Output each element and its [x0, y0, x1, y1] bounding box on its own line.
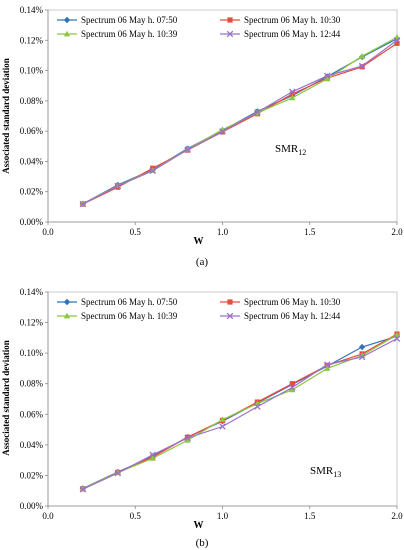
y-tick-label: 0.08%: [20, 96, 44, 106]
data-point: [149, 455, 156, 461]
plot-frame: [47, 9, 398, 223]
x-tick-label: 0.0: [42, 511, 54, 521]
y-tick-label: 0.00%: [20, 217, 44, 227]
data-point: [289, 386, 296, 393]
x-tick-label: 1.0: [217, 227, 229, 237]
x-tick-label: 1.5: [304, 227, 316, 237]
data-point: [289, 384, 296, 391]
data-point: [324, 75, 331, 82]
legend-marker: [227, 299, 233, 305]
data-point: [394, 40, 400, 46]
y-tick-label: 0.04%: [20, 156, 44, 166]
x-tick-label: 1.0: [217, 511, 229, 521]
y-tick-label: 0.12%: [20, 318, 44, 328]
data-point: [254, 403, 261, 410]
y-tick-label: 0.06%: [20, 126, 44, 136]
data-point: [289, 88, 296, 96]
legend-entry: Spectrum 06 May h. 12:44: [244, 311, 341, 321]
x-axis-label: W: [194, 520, 204, 531]
y-axis-label: Associated standard deviation: [1, 58, 11, 174]
data-point: [289, 91, 295, 97]
panel-label: (a): [196, 256, 209, 268]
legend-marker: [63, 16, 71, 24]
data-point: [149, 451, 156, 459]
data-point: [324, 365, 331, 371]
data-point: [254, 108, 261, 116]
y-tick-label: 0.10%: [20, 66, 44, 76]
legend-marker: [63, 312, 71, 319]
legend-marker: [226, 312, 234, 320]
legend-marker: [63, 30, 71, 37]
x-tick-label: 0.0: [42, 227, 54, 237]
series-line: [82, 338, 398, 490]
data-point: [149, 167, 156, 175]
data-point: [289, 381, 295, 387]
y-tick-label: 0.10%: [20, 348, 44, 358]
legend-entry: Spectrum 06 May h. 10:39: [81, 311, 178, 321]
legend-marker: [63, 298, 71, 306]
plot-frame: [47, 291, 398, 507]
y-tick-label: 0.12%: [20, 35, 44, 45]
data-point: [289, 94, 296, 101]
y-tick-label: 0.02%: [20, 470, 44, 480]
panel-label: (b): [196, 537, 209, 549]
y-tick-label: 0.06%: [20, 409, 44, 419]
data-point: [184, 434, 191, 442]
data-point: [358, 353, 366, 361]
legend-entry: Spectrum 06 May h. 10:30: [244, 297, 341, 307]
data-point: [219, 416, 226, 423]
legend: Spectrum 06 May h. 07:50 Spectrum 06 May …: [57, 297, 341, 321]
x-tick-label: 2.0: [391, 511, 403, 521]
chart-panel: 0.00% 0.02% 0.04% 0.06% 0.08% 0.10% 0.12% 0.14%…: [1, 287, 403, 549]
chart-panel: 0.00% 0.02% 0.04% 0.06% 0.08% 0.10% 0.12% 0.14%…: [1, 5, 403, 268]
series-line: [82, 334, 398, 490]
data-point: [358, 343, 366, 351]
y-tick-label: 0.00%: [20, 501, 44, 511]
data-point: [323, 361, 331, 368]
legend-entry: Spectrum 06 May h. 10:39: [81, 29, 178, 39]
data-point: [114, 469, 122, 477]
data-point: [323, 72, 331, 80]
legend-entry: Spectrum 06 May h. 07:50: [81, 297, 178, 307]
y-tick-label: 0.08%: [20, 379, 44, 389]
legend: Spectrum 06 May h. 07:50 Spectrum 06 May …: [57, 15, 341, 39]
x-tick-label: 2.0: [391, 227, 403, 237]
y-tick-label: 0.02%: [20, 187, 44, 197]
x-axis-label: W: [194, 236, 204, 247]
legend-entry: Spectrum 06 May h. 10:30: [244, 15, 341, 25]
y-tick-label: 0.04%: [20, 440, 44, 450]
data-point: [114, 182, 122, 190]
legend-entry: Spectrum 06 May h. 12:44: [244, 29, 341, 39]
y-tick-label: 0.14%: [20, 5, 44, 15]
data-point: [219, 423, 226, 430]
series-line: [82, 39, 398, 205]
x-tick-label: 0.5: [130, 227, 142, 237]
data-point: [393, 37, 401, 44]
legend-marker: [226, 30, 234, 38]
smr-annotation: SMR12: [275, 143, 306, 157]
y-axis-label: Associated standard deviation: [1, 340, 11, 456]
series: [79, 37, 401, 208]
x-tick-label: 1.5: [304, 511, 316, 521]
x-tick-label: 0.5: [130, 511, 142, 521]
series: [79, 335, 401, 493]
data-point: [358, 62, 366, 70]
data-point: [79, 200, 87, 208]
legend-marker: [227, 17, 233, 23]
data-point: [393, 331, 401, 338]
data-point: [358, 52, 366, 59]
legend-entry: Spectrum 06 May h. 07:50: [81, 15, 178, 25]
series: [79, 331, 401, 492]
data-point: [184, 437, 191, 443]
data-point: [219, 128, 226, 135]
data-point: [184, 146, 191, 153]
data-point: [393, 335, 401, 342]
data-point: [79, 485, 87, 493]
smr-annotation: SMR13: [310, 465, 341, 479]
y-tick-label: 0.14%: [20, 287, 44, 297]
